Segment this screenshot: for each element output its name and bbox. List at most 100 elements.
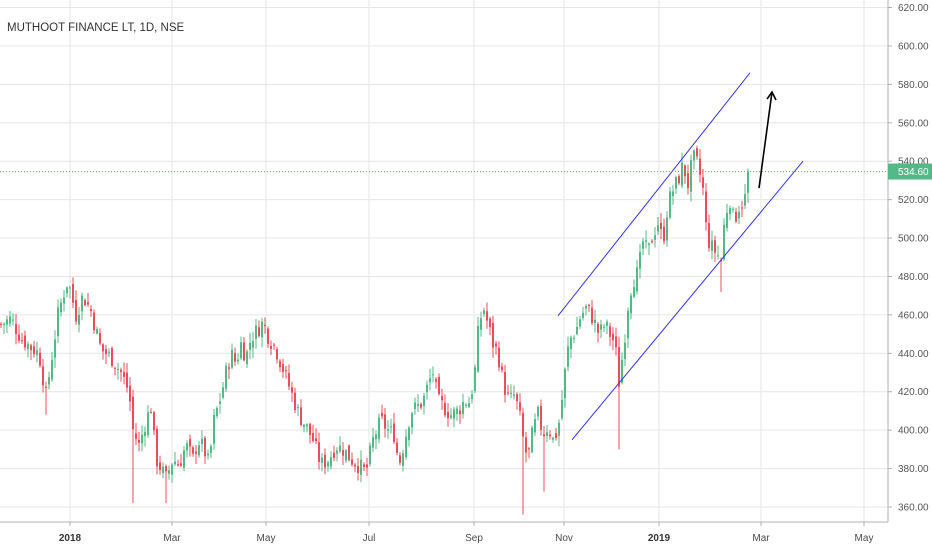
candle-body — [384, 414, 386, 429]
candle-body — [639, 252, 641, 269]
candle-body — [228, 367, 230, 369]
channel-upper-line — [557, 72, 751, 317]
candle-body — [186, 443, 188, 451]
candlestick-series — [0, 145, 749, 515]
candle-body — [156, 428, 158, 467]
candle-body — [489, 318, 491, 328]
candle-body — [615, 336, 617, 348]
x-tick-label: Mar — [163, 533, 181, 544]
candle-body — [195, 451, 197, 454]
candle-body — [660, 222, 662, 229]
candle-body — [243, 342, 245, 361]
candle-body — [87, 302, 89, 305]
candle-body — [738, 211, 740, 219]
candle-body — [147, 412, 149, 436]
candle-body — [342, 450, 344, 456]
candle-body — [387, 429, 389, 431]
candle-body — [378, 417, 380, 440]
candle-body — [522, 412, 524, 437]
candle-body — [78, 314, 80, 325]
candle-body — [144, 431, 146, 437]
candle-body — [414, 402, 416, 409]
arrow-shaft — [758, 91, 773, 189]
candle-body — [372, 436, 374, 448]
candle-body — [453, 409, 455, 419]
candle-body — [204, 438, 206, 457]
candle-body — [294, 392, 296, 411]
candle-body — [723, 224, 725, 260]
candle-body — [168, 470, 170, 474]
candle-body — [48, 377, 50, 385]
candle-body — [633, 287, 635, 297]
candle-body — [33, 346, 35, 355]
candle-body — [63, 297, 65, 304]
candle-body — [153, 412, 155, 431]
candle-body — [255, 325, 257, 339]
candle-body — [516, 394, 518, 402]
candle-body — [258, 327, 260, 337]
candle-body — [237, 359, 239, 362]
candle-body — [123, 372, 125, 377]
x-tick-label: Jul — [363, 533, 376, 544]
candle-body — [333, 452, 335, 458]
candle-body — [246, 351, 248, 365]
candle-body — [696, 148, 698, 157]
candle-body — [102, 344, 104, 352]
candle-body — [606, 321, 608, 326]
candle-body — [648, 243, 650, 245]
candle-body — [408, 427, 410, 441]
candle-body — [657, 225, 659, 232]
candle-body — [426, 384, 428, 393]
x-tick-label: Sep — [465, 533, 483, 544]
candle-body — [240, 342, 242, 359]
candle-body — [114, 367, 116, 369]
candle-body — [72, 283, 74, 303]
trend-channel — [557, 72, 804, 441]
candle-body — [390, 426, 392, 428]
candle-body — [303, 424, 305, 428]
candle-body — [435, 379, 437, 382]
x-tick-label: May — [855, 533, 874, 544]
projection-arrow — [758, 90, 777, 189]
candle-body — [6, 319, 8, 325]
candle-body — [339, 445, 341, 452]
y-tick-label: 420.00 — [898, 387, 929, 398]
candle-body — [621, 359, 623, 383]
candle-body — [93, 312, 95, 331]
candle-body — [66, 287, 68, 294]
candle-body — [429, 378, 431, 383]
candle-body — [495, 343, 497, 347]
candle-body — [693, 150, 695, 161]
candle-body — [60, 302, 62, 313]
candle-body — [543, 434, 545, 437]
candle-body — [288, 372, 290, 387]
candle-body — [201, 438, 203, 445]
candle-body — [567, 346, 569, 367]
candle-body — [741, 207, 743, 209]
candle-body — [30, 345, 32, 351]
candle-body — [276, 349, 278, 360]
candle-body — [21, 340, 23, 342]
candle-body — [108, 351, 110, 353]
candle-body — [504, 372, 506, 395]
candle-body — [249, 342, 251, 350]
candle-body — [270, 346, 272, 349]
candle-body — [336, 450, 338, 454]
candle-body — [510, 392, 512, 394]
candle-body — [138, 439, 140, 443]
last-price-label: 534.60 — [898, 167, 929, 178]
candle-body — [348, 445, 350, 461]
candle-body — [366, 464, 368, 468]
candle-body — [477, 325, 479, 372]
candle-body — [483, 310, 485, 315]
candle-body — [174, 461, 176, 465]
candle-body — [744, 194, 746, 206]
candle-body — [555, 433, 557, 438]
candle-body — [573, 338, 575, 340]
candle-body — [300, 407, 302, 425]
arrow-head — [766, 90, 777, 101]
y-tick-label: 440.00 — [898, 349, 929, 360]
candle-body — [135, 433, 137, 439]
candle-body — [678, 176, 680, 184]
